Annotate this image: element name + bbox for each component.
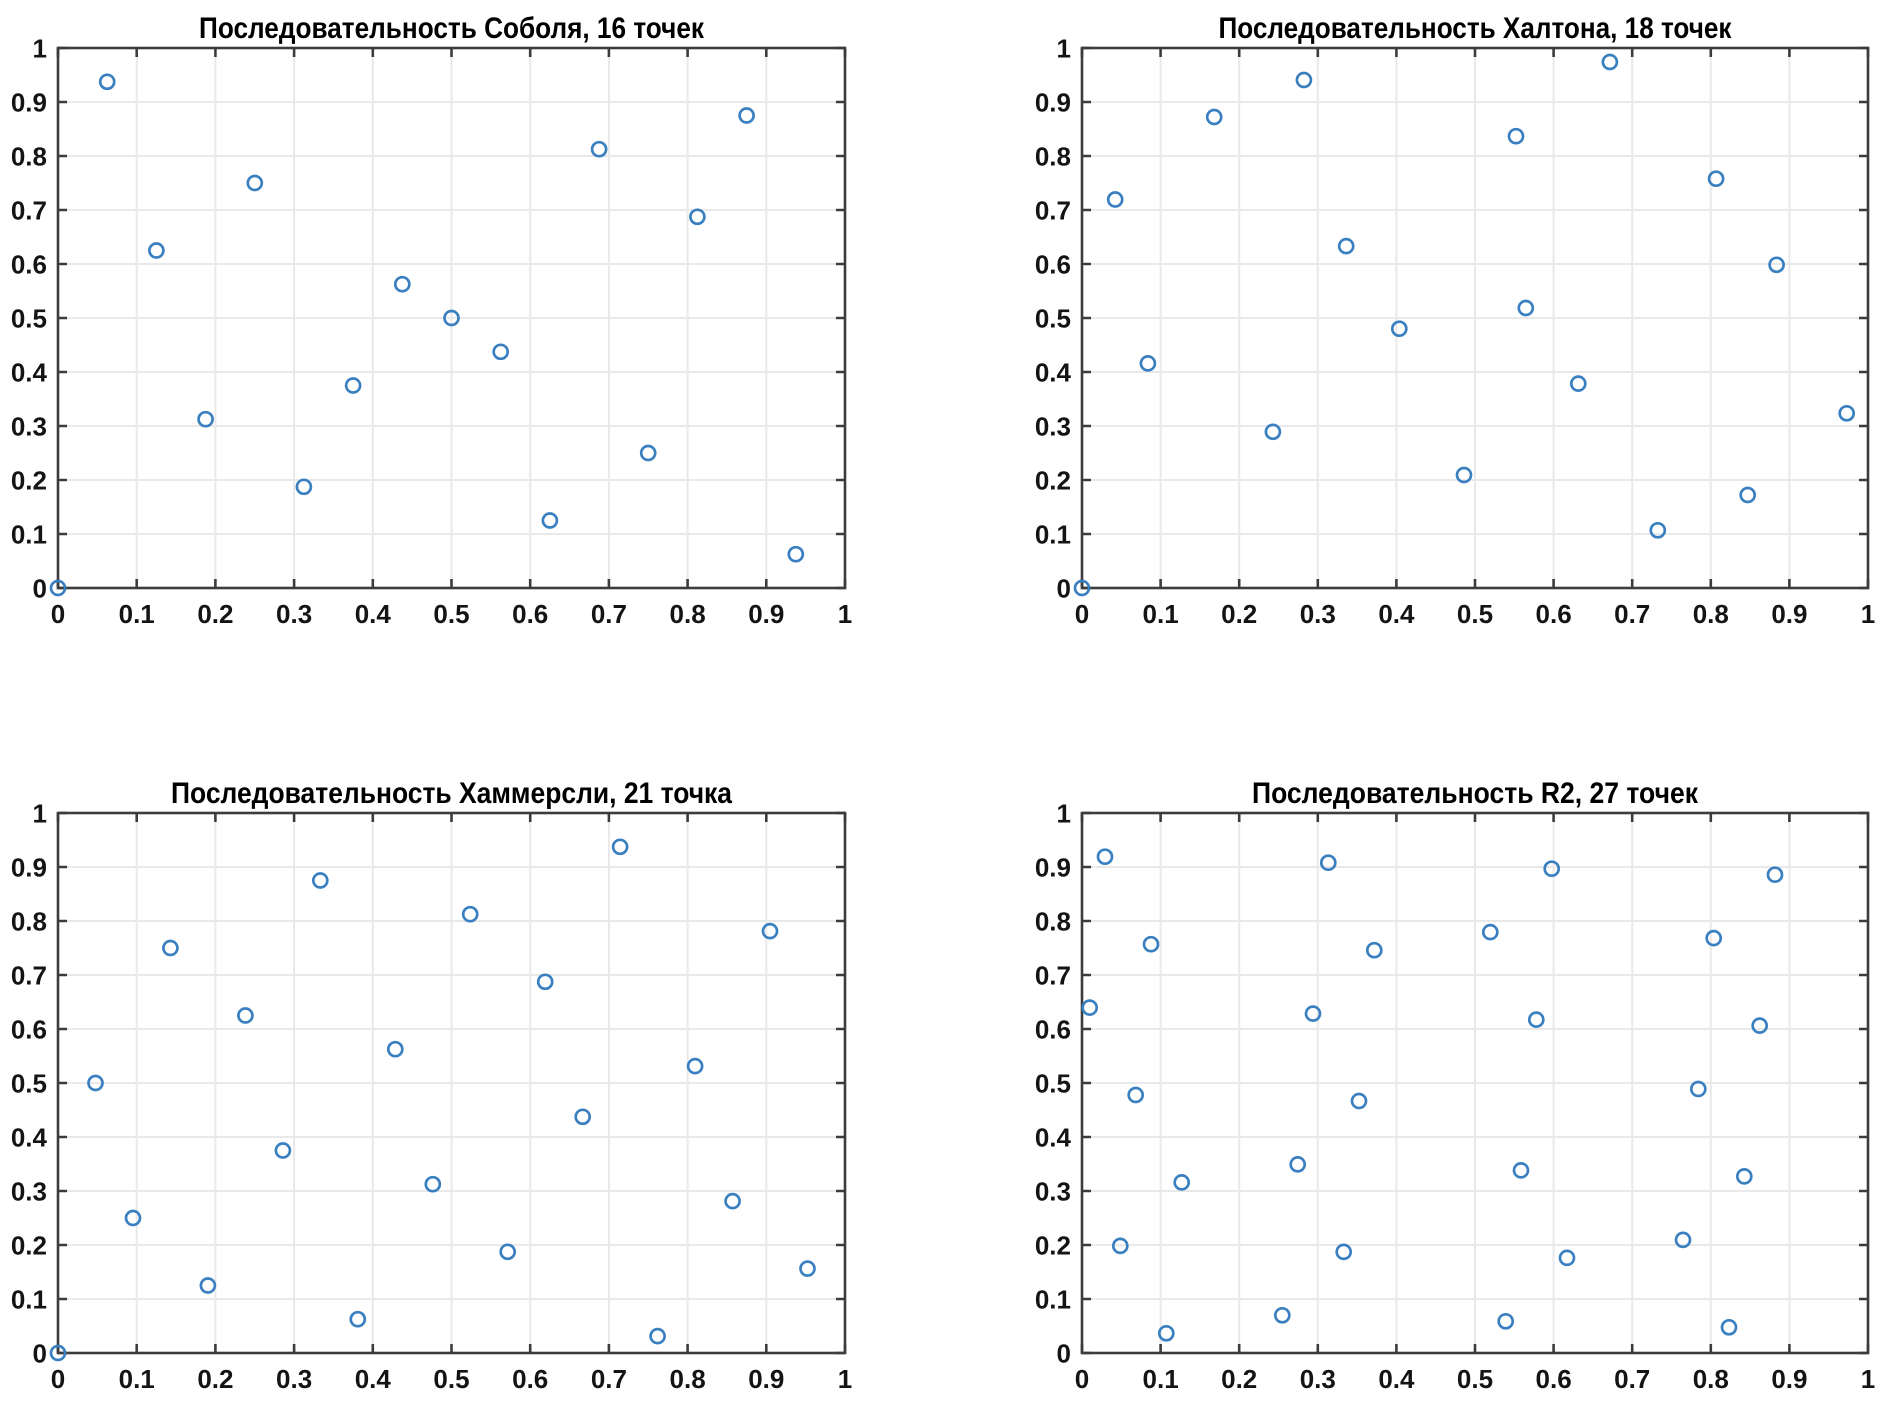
- svg-text:0.1: 0.1: [119, 599, 155, 629]
- svg-text:0.6: 0.6: [1536, 599, 1572, 629]
- svg-text:0.4: 0.4: [1378, 1364, 1415, 1394]
- svg-text:0.8: 0.8: [1035, 907, 1071, 937]
- svg-text:0.5: 0.5: [433, 1364, 469, 1394]
- svg-text:0: 0: [33, 574, 47, 604]
- svg-text:0.4: 0.4: [1378, 599, 1415, 629]
- svg-text:0.7: 0.7: [591, 599, 627, 629]
- svg-text:0.3: 0.3: [1035, 412, 1071, 442]
- svg-text:0.2: 0.2: [11, 1231, 47, 1261]
- svg-text:0.2: 0.2: [197, 599, 233, 629]
- svg-text:0.9: 0.9: [748, 599, 784, 629]
- svg-text:1: 1: [33, 34, 47, 64]
- svg-text:0.6: 0.6: [1536, 1364, 1572, 1394]
- svg-text:0.7: 0.7: [11, 961, 47, 991]
- svg-text:0.2: 0.2: [1221, 599, 1257, 629]
- svg-text:0.2: 0.2: [1035, 1231, 1071, 1261]
- svg-text:0.9: 0.9: [1771, 1364, 1807, 1394]
- svg-text:0.3: 0.3: [276, 1364, 312, 1394]
- svg-text:0.1: 0.1: [11, 520, 47, 550]
- svg-text:0.4: 0.4: [1035, 1123, 1072, 1153]
- svg-text:0.2: 0.2: [11, 466, 47, 496]
- svg-text:0.8: 0.8: [670, 1364, 706, 1394]
- svg-text:0.5: 0.5: [1035, 1069, 1071, 1099]
- svg-text:0.6: 0.6: [512, 599, 548, 629]
- svg-text:1: 1: [838, 599, 852, 629]
- svg-text:0.4: 0.4: [355, 599, 392, 629]
- svg-text:0.7: 0.7: [591, 1364, 627, 1394]
- svg-text:0.3: 0.3: [1035, 1177, 1071, 1207]
- svg-text:0.2: 0.2: [1035, 466, 1071, 496]
- svg-text:0: 0: [1057, 1339, 1071, 1369]
- svg-text:0.8: 0.8: [670, 599, 706, 629]
- svg-text:0.1: 0.1: [1035, 520, 1071, 550]
- svg-text:0.1: 0.1: [1143, 599, 1179, 629]
- svg-text:0: 0: [51, 599, 65, 629]
- svg-text:0.8: 0.8: [11, 907, 47, 937]
- svg-text:0.4: 0.4: [355, 1364, 392, 1394]
- svg-text:0.7: 0.7: [1614, 599, 1650, 629]
- svg-text:0.3: 0.3: [276, 599, 312, 629]
- svg-text:0.1: 0.1: [11, 1285, 47, 1315]
- svg-text:0.8: 0.8: [1693, 599, 1729, 629]
- svg-text:0.8: 0.8: [1693, 1364, 1729, 1394]
- svg-text:0: 0: [1057, 574, 1071, 604]
- svg-text:0.3: 0.3: [11, 412, 47, 442]
- svg-text:0: 0: [51, 1364, 65, 1394]
- svg-text:0.6: 0.6: [1035, 250, 1071, 280]
- svg-text:0.4: 0.4: [11, 358, 48, 388]
- svg-text:0.9: 0.9: [11, 88, 47, 118]
- svg-text:Последовательность Соболя, 16: Последовательность Соболя, 16 точек: [199, 12, 705, 45]
- svg-text:1: 1: [1057, 34, 1071, 64]
- svg-text:0.3: 0.3: [11, 1177, 47, 1207]
- svg-text:0: 0: [33, 1339, 47, 1369]
- svg-text:0.6: 0.6: [11, 250, 47, 280]
- svg-text:0.8: 0.8: [1035, 142, 1071, 172]
- svg-text:0.2: 0.2: [197, 1364, 233, 1394]
- svg-text:1: 1: [1057, 799, 1071, 829]
- svg-text:0.1: 0.1: [1035, 1285, 1071, 1315]
- svg-text:0.6: 0.6: [11, 1015, 47, 1045]
- svg-text:0.7: 0.7: [11, 196, 47, 226]
- svg-text:0.9: 0.9: [1771, 599, 1807, 629]
- svg-text:0.1: 0.1: [1143, 1364, 1179, 1394]
- svg-text:0.5: 0.5: [1457, 1364, 1493, 1394]
- svg-text:0.1: 0.1: [119, 1364, 155, 1394]
- svg-text:1: 1: [1861, 1364, 1875, 1394]
- svg-text:0.9: 0.9: [1035, 853, 1071, 883]
- svg-text:0.7: 0.7: [1614, 1364, 1650, 1394]
- svg-text:1: 1: [838, 1364, 852, 1394]
- svg-text:0.9: 0.9: [1035, 88, 1071, 118]
- svg-text:Последовательность Хаммерсли,: Последовательность Хаммерсли, 21 точка: [171, 777, 732, 810]
- svg-text:0.7: 0.7: [1035, 196, 1071, 226]
- svg-text:0.5: 0.5: [1457, 599, 1493, 629]
- svg-text:0: 0: [1075, 1364, 1089, 1394]
- svg-text:0.2: 0.2: [1221, 1364, 1257, 1394]
- svg-text:0.6: 0.6: [1035, 1015, 1071, 1045]
- svg-text:0.3: 0.3: [1300, 1364, 1336, 1394]
- svg-text:1: 1: [1861, 599, 1875, 629]
- svg-text:0.7: 0.7: [1035, 961, 1071, 991]
- svg-text:0.5: 0.5: [11, 304, 47, 334]
- svg-text:0: 0: [1075, 599, 1089, 629]
- svg-text:0.5: 0.5: [11, 1069, 47, 1099]
- svg-text:Последовательность Халтона, 18: Последовательность Халтона, 18 точек: [1219, 12, 1733, 45]
- svg-text:1: 1: [33, 799, 47, 829]
- svg-text:0.6: 0.6: [512, 1364, 548, 1394]
- svg-text:0.4: 0.4: [11, 1123, 48, 1153]
- svg-text:0.5: 0.5: [433, 599, 469, 629]
- svg-text:0.9: 0.9: [11, 853, 47, 883]
- svg-text:0.3: 0.3: [1300, 599, 1336, 629]
- svg-text:0.5: 0.5: [1035, 304, 1071, 334]
- svg-text:Последовательность R2, 27 точе: Последовательность R2, 27 точек: [1252, 777, 1699, 810]
- svg-text:0.8: 0.8: [11, 142, 47, 172]
- svg-text:0.4: 0.4: [1035, 358, 1072, 388]
- svg-text:0.9: 0.9: [748, 1364, 784, 1394]
